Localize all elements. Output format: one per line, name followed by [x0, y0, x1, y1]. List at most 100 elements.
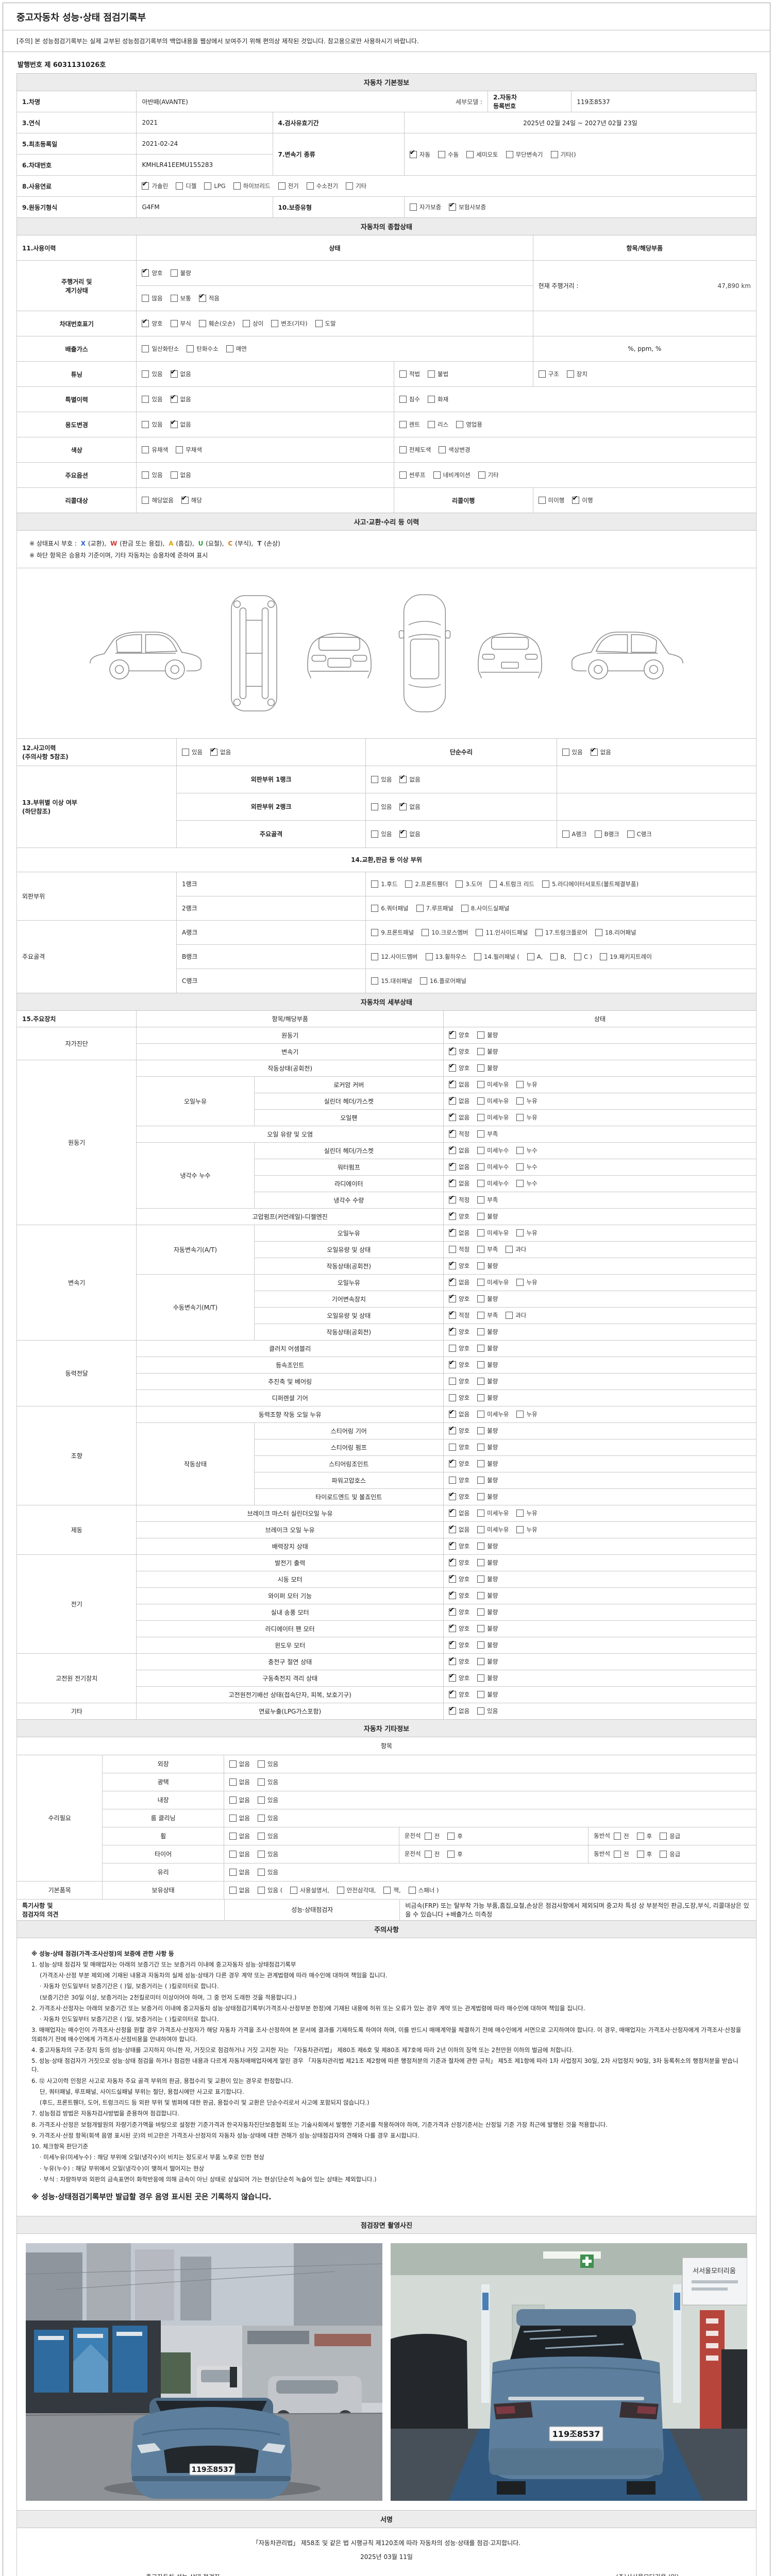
checkbox-checked[interactable] [448, 1458, 456, 1468]
checkbox-unchecked[interactable] [170, 295, 178, 302]
checkbox-unchecked[interactable] [562, 830, 569, 838]
checkbox-checked[interactable] [448, 1705, 456, 1715]
checkbox-unchecked[interactable] [535, 928, 543, 936]
checkbox-checked[interactable] [449, 201, 457, 211]
checkbox-unchecked[interactable] [170, 471, 178, 479]
checkbox-checked[interactable] [448, 1656, 456, 1666]
checkbox-unchecked[interactable] [346, 182, 354, 190]
checkbox-checked[interactable] [448, 1227, 456, 1237]
checkbox-unchecked[interactable] [428, 370, 435, 378]
checkbox-unchecked[interactable] [506, 150, 513, 158]
checkbox-unchecked[interactable] [447, 1850, 455, 1858]
checkbox-unchecked[interactable] [448, 1394, 456, 1402]
checkbox-checked[interactable] [448, 1062, 456, 1072]
checkbox-unchecked[interactable] [477, 1510, 485, 1517]
checkbox-unchecked[interactable] [516, 1147, 524, 1155]
checkbox-checked[interactable] [448, 1112, 456, 1122]
checkbox-unchecked[interactable] [477, 1543, 485, 1550]
checkbox-unchecked[interactable] [613, 1832, 621, 1840]
checkbox-unchecked[interactable] [424, 1850, 432, 1858]
checkbox-unchecked[interactable] [477, 1411, 485, 1418]
checkbox-checked[interactable] [448, 1326, 456, 1336]
checkbox-unchecked[interactable] [636, 1832, 644, 1840]
checkbox-unchecked[interactable] [257, 1868, 265, 1876]
checkbox-unchecked[interactable] [477, 1691, 485, 1699]
checkbox-unchecked[interactable] [315, 320, 323, 327]
checkbox-checked[interactable] [448, 1672, 456, 1682]
checkbox-checked[interactable] [448, 1145, 456, 1155]
checkbox-unchecked[interactable] [627, 830, 634, 838]
checkbox-unchecked[interactable] [448, 1246, 456, 1253]
checkbox-unchecked[interactable] [448, 1444, 456, 1451]
checkbox-unchecked[interactable] [538, 497, 546, 504]
checkbox-unchecked[interactable] [142, 421, 149, 428]
checkbox-unchecked[interactable] [257, 1796, 265, 1804]
checkbox-checked[interactable] [448, 1491, 456, 1501]
checkbox-unchecked[interactable] [477, 1378, 485, 1385]
checkbox-unchecked[interactable] [477, 1345, 485, 1352]
checkbox-unchecked[interactable] [477, 1048, 485, 1056]
checkbox-unchecked[interactable] [516, 1229, 524, 1237]
checkbox-unchecked[interactable] [447, 1832, 455, 1840]
checkbox-unchecked[interactable] [600, 953, 608, 960]
checkbox-checked[interactable] [448, 1293, 456, 1303]
checkbox-unchecked[interactable] [399, 446, 407, 453]
checkbox-unchecked[interactable] [516, 1081, 524, 1089]
checkbox-unchecked[interactable] [438, 150, 446, 158]
checkbox-unchecked[interactable] [516, 1279, 524, 1286]
checkbox-unchecked[interactable] [257, 1760, 265, 1768]
checkbox-unchecked[interactable] [477, 1477, 485, 1484]
checkbox-unchecked[interactable] [424, 1832, 432, 1840]
checkbox-unchecked[interactable] [229, 1850, 237, 1858]
checkbox-checked[interactable] [448, 1557, 456, 1567]
checkbox-unchecked[interactable] [187, 345, 194, 352]
checkbox-unchecked[interactable] [477, 1163, 485, 1171]
checkbox-checked[interactable] [448, 1046, 456, 1056]
checkbox-unchecked[interactable] [428, 396, 435, 403]
checkbox-unchecked[interactable] [371, 880, 379, 888]
checkbox-unchecked[interactable] [399, 370, 407, 378]
checkbox-unchecked[interactable] [257, 1886, 265, 1894]
checkbox-checked[interactable] [448, 1310, 456, 1319]
checkbox-unchecked[interactable] [371, 803, 379, 810]
checkbox-unchecked[interactable] [448, 1345, 456, 1352]
checkbox-unchecked[interactable] [477, 1559, 485, 1567]
checkbox-unchecked[interactable] [233, 182, 241, 190]
checkbox-unchecked[interactable] [516, 1097, 524, 1105]
checkbox-unchecked[interactable] [371, 928, 379, 936]
checkbox-unchecked[interactable] [477, 1114, 485, 1122]
checkbox-unchecked[interactable] [477, 1493, 485, 1501]
checkbox-unchecked[interactable] [448, 1378, 456, 1385]
checkbox-checked[interactable] [448, 1029, 456, 1039]
checkbox-unchecked[interactable] [477, 1147, 485, 1155]
checkbox-unchecked[interactable] [566, 370, 574, 378]
checkbox-unchecked[interactable] [477, 1394, 485, 1402]
checkbox-checked[interactable] [170, 368, 178, 378]
checkbox-unchecked[interactable] [542, 880, 549, 888]
checkbox-checked[interactable] [448, 1507, 456, 1517]
checkbox-unchecked[interactable] [439, 446, 446, 453]
checkbox-unchecked[interactable] [176, 182, 183, 190]
checkbox-unchecked[interactable] [170, 320, 178, 327]
checkbox-checked[interactable] [170, 394, 178, 403]
checkbox-unchecked[interactable] [204, 182, 212, 190]
checkbox-checked[interactable] [210, 747, 218, 756]
checkbox-unchecked[interactable] [425, 953, 433, 960]
checkbox-unchecked[interactable] [516, 1114, 524, 1122]
checkbox-unchecked[interactable] [574, 953, 581, 960]
checkbox-unchecked[interactable] [477, 1460, 485, 1468]
checkbox-unchecked[interactable] [371, 775, 379, 783]
checkbox-checked[interactable] [142, 318, 149, 327]
checkbox-unchecked[interactable] [271, 320, 279, 327]
checkbox-unchecked[interactable] [477, 1641, 485, 1649]
checkbox-unchecked[interactable] [422, 928, 429, 936]
checkbox-unchecked[interactable] [229, 1778, 237, 1786]
checkbox-checked[interactable] [142, 180, 149, 190]
checkbox-unchecked[interactable] [595, 928, 602, 936]
checkbox-unchecked[interactable] [416, 904, 424, 912]
checkbox-checked[interactable] [448, 1359, 456, 1369]
checkbox-unchecked[interactable] [306, 182, 314, 190]
checkbox-unchecked[interactable] [490, 880, 497, 888]
checkbox-unchecked[interactable] [516, 1526, 524, 1534]
checkbox-unchecked[interactable] [142, 370, 149, 378]
